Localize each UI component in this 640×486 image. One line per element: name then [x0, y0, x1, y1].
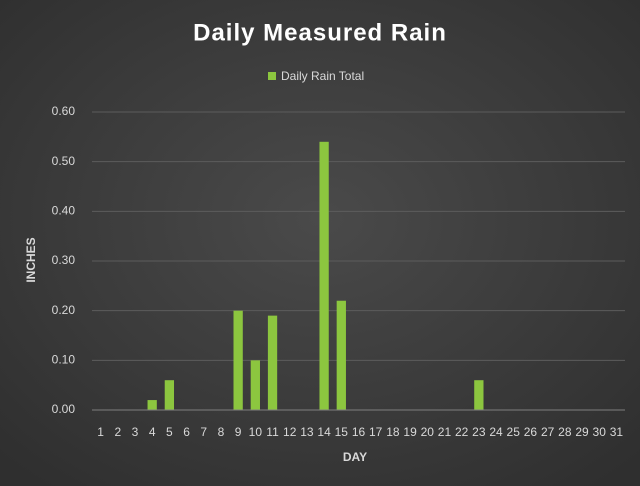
- bar: [147, 400, 157, 410]
- bar: [336, 300, 346, 410]
- y-tick-label: 0.50: [52, 154, 76, 168]
- y-tick-label: 0.00: [52, 402, 76, 416]
- y-axis-label: INCHES: [24, 237, 38, 282]
- x-tick-label: 10: [249, 425, 263, 439]
- x-tick-label: 18: [386, 425, 400, 439]
- chart-title: Daily Measured Rain: [193, 19, 447, 46]
- x-axis-label: DAY: [343, 450, 367, 464]
- x-tick-label: 1: [97, 425, 104, 439]
- y-tick-label: 0.40: [52, 204, 76, 218]
- y-tick-label: 0.30: [52, 253, 76, 267]
- x-tick-label: 20: [421, 425, 435, 439]
- bar: [250, 360, 260, 410]
- legend-label: Daily Rain Total: [281, 69, 364, 83]
- x-tick-label: 26: [524, 425, 538, 439]
- x-tick-label: 6: [183, 425, 190, 439]
- x-tick-label: 15: [335, 425, 349, 439]
- x-tick-label: 7: [200, 425, 207, 439]
- legend-swatch: [268, 72, 276, 80]
- x-tick-label: 12: [283, 425, 297, 439]
- y-tick-label: 0.10: [52, 353, 76, 367]
- x-tick-label: 25: [507, 425, 521, 439]
- x-tick-label: 2: [114, 425, 121, 439]
- x-tick-label: 5: [166, 425, 173, 439]
- x-tick-label: 11: [266, 425, 279, 439]
- x-tick-label: 24: [489, 425, 503, 439]
- x-tick-label: 21: [438, 425, 452, 439]
- bar: [267, 315, 278, 410]
- bar: [164, 380, 175, 410]
- x-tick-label: 27: [541, 425, 555, 439]
- x-tick-label: 4: [149, 425, 156, 439]
- x-tick-label: 13: [300, 425, 314, 439]
- x-tick-label: 30: [593, 425, 607, 439]
- bar: [474, 380, 484, 410]
- x-tick-label: 29: [575, 425, 589, 439]
- x-tick-label: 19: [403, 425, 417, 439]
- y-tick-label: 0.20: [52, 303, 76, 317]
- x-tick-label: 17: [369, 425, 383, 439]
- y-tick-label: 0.60: [52, 104, 76, 118]
- x-tick-label: 16: [352, 425, 366, 439]
- x-tick-label: 28: [558, 425, 572, 439]
- bar: [319, 141, 329, 411]
- x-tick-label: 8: [218, 425, 225, 439]
- bar: [233, 310, 243, 410]
- x-tick-label: 9: [235, 425, 242, 439]
- x-tick-label: 22: [455, 425, 469, 439]
- x-tick-label: 31: [610, 425, 624, 439]
- x-tick-label: 23: [472, 425, 486, 439]
- x-tick-label: 3: [132, 425, 139, 439]
- x-tick-label: 14: [317, 425, 331, 439]
